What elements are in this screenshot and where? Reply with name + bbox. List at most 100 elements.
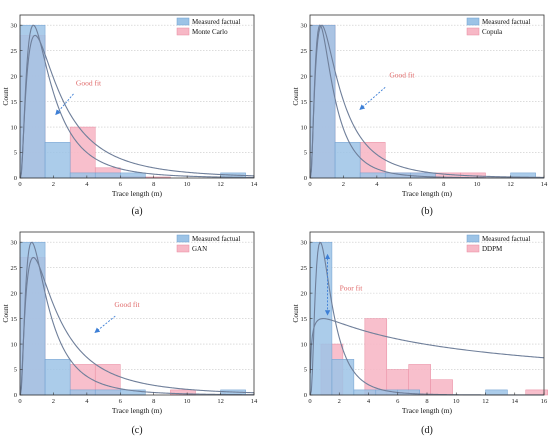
annotation-text: Poor fit: [340, 284, 364, 293]
x-axis-label: Trace length (m): [402, 406, 453, 415]
bar-measured: [331, 359, 355, 396]
plot-frame: [309, 14, 545, 179]
x-tick-label: 0: [18, 181, 21, 188]
y-tick-label: 10: [301, 341, 308, 348]
bar-measured: [353, 389, 377, 396]
chart-panel-4: 0 5 10 15 20 25 30 0 2 4 6 8 10 12 14 16 Trace length (m…: [291, 231, 548, 436]
x-tick-label: 6: [409, 181, 413, 188]
y-tick-label: 0: [14, 175, 17, 182]
legend: Measured factual DDPM: [466, 234, 530, 253]
legend-label: Measured factual: [192, 235, 240, 243]
bar-measured: [19, 24, 46, 179]
y-tick-label: 5: [14, 150, 17, 157]
bar-measured: [69, 172, 96, 179]
legend-swatch: [176, 17, 190, 26]
annotation-arrow: [55, 93, 74, 116]
legend-swatch: [176, 234, 190, 243]
x-tick-label: 2: [52, 398, 55, 405]
legend-swatch: [466, 17, 480, 26]
y-tick-label: 30: [11, 239, 18, 246]
y-tick-label: 10: [11, 341, 18, 348]
x-axis-label: Trace length (m): [402, 189, 453, 198]
bar-measured: [19, 241, 46, 396]
legend: Measured factual GAN: [176, 234, 240, 253]
bar-model: [364, 318, 388, 396]
bar-measured: [359, 172, 386, 179]
bar-model: [69, 126, 96, 179]
y-tick-label: 10: [301, 124, 308, 131]
legend-label: Measured factual: [482, 235, 530, 243]
x-tick-label: 6: [119, 398, 123, 405]
panel-caption: (b): [421, 206, 433, 217]
bar-model: [359, 142, 386, 179]
bar-measured: [94, 389, 121, 396]
bar-measured: [120, 172, 146, 179]
legend: Measured factual Copula: [466, 17, 530, 36]
legend-swatch: [176, 244, 190, 253]
x-axis-label: Trace length (m): [112, 189, 163, 198]
legend-label: GAN: [192, 245, 207, 253]
x-tick-label: 8: [425, 398, 428, 405]
y-tick-label: 20: [301, 290, 308, 297]
panel-caption: (d): [421, 425, 433, 436]
legend-label: Measured factual: [482, 18, 530, 26]
x-tick-label: 6: [396, 398, 400, 405]
x-tick-label: 14: [512, 398, 519, 405]
x-tick-label: 8: [152, 398, 155, 405]
annotation-arrow: [359, 86, 386, 110]
y-tick-label: 20: [301, 73, 308, 80]
y-tick-label: 5: [304, 367, 307, 374]
y-tick-label: 20: [11, 290, 18, 297]
x-tick-label: 6: [119, 181, 123, 188]
x-tick-label: 2: [342, 181, 345, 188]
x-tick-label: 0: [308, 398, 311, 405]
y-tick-label: 25: [301, 265, 308, 272]
x-tick-label: 4: [85, 181, 89, 188]
legend-label: Measured factual: [192, 18, 240, 26]
legend-label: Monte Carlo: [192, 28, 228, 36]
x-tick-label: 0: [18, 398, 21, 405]
annotation-text: Good fit: [76, 78, 102, 87]
x-tick-label: 4: [85, 398, 89, 405]
legend-label: Copula: [482, 28, 503, 36]
bar-measured: [44, 359, 71, 396]
legend-label: DDPM: [482, 245, 503, 253]
x-tick-label: 12: [482, 398, 489, 405]
x-tick-label: 10: [474, 181, 481, 188]
bar-measured: [334, 142, 361, 179]
x-axis-label: Trace length (m): [112, 406, 163, 415]
x-tick-label: 0: [308, 181, 311, 188]
y-axis-label: Count: [1, 86, 10, 105]
x-tick-label: 4: [375, 181, 379, 188]
bar-measured: [485, 389, 508, 396]
legend-swatch: [466, 244, 480, 253]
y-tick-label: 10: [11, 124, 18, 131]
y-tick-label: 15: [301, 316, 308, 323]
y-tick-label: 25: [11, 265, 18, 272]
panel-caption: (c): [131, 425, 142, 436]
chart-panel-2: 0 5 10 15 20 25 30 0 2 4 6 8 10 12 14 Trace length (m) C…: [291, 14, 548, 217]
annotation-text: Good fit: [114, 300, 140, 309]
x-tick-label: 2: [52, 181, 55, 188]
y-axis-label: Count: [291, 303, 300, 322]
y-axis-label: Count: [291, 86, 300, 105]
x-tick-label: 14: [251, 181, 258, 188]
y-tick-label: 15: [301, 99, 308, 106]
y-tick-label: 5: [14, 367, 17, 374]
x-tick-label: 8: [152, 181, 155, 188]
x-tick-label: 10: [453, 398, 460, 405]
x-tick-label: 8: [442, 181, 445, 188]
bar-measured: [69, 389, 96, 396]
y-tick-label: 15: [11, 316, 18, 323]
bar-measured: [94, 172, 121, 179]
x-tick-label: 10: [184, 181, 191, 188]
y-tick-label: 20: [11, 73, 18, 80]
fit-curve-1: [19, 241, 254, 396]
x-tick-label: 14: [251, 398, 258, 405]
fit-curve-2: [309, 24, 545, 179]
legend: Measured factual Monte Carlo: [176, 17, 240, 36]
annotation-text: Good fit: [389, 71, 415, 80]
y-tick-label: 30: [301, 239, 308, 246]
bar-measured: [44, 142, 71, 179]
